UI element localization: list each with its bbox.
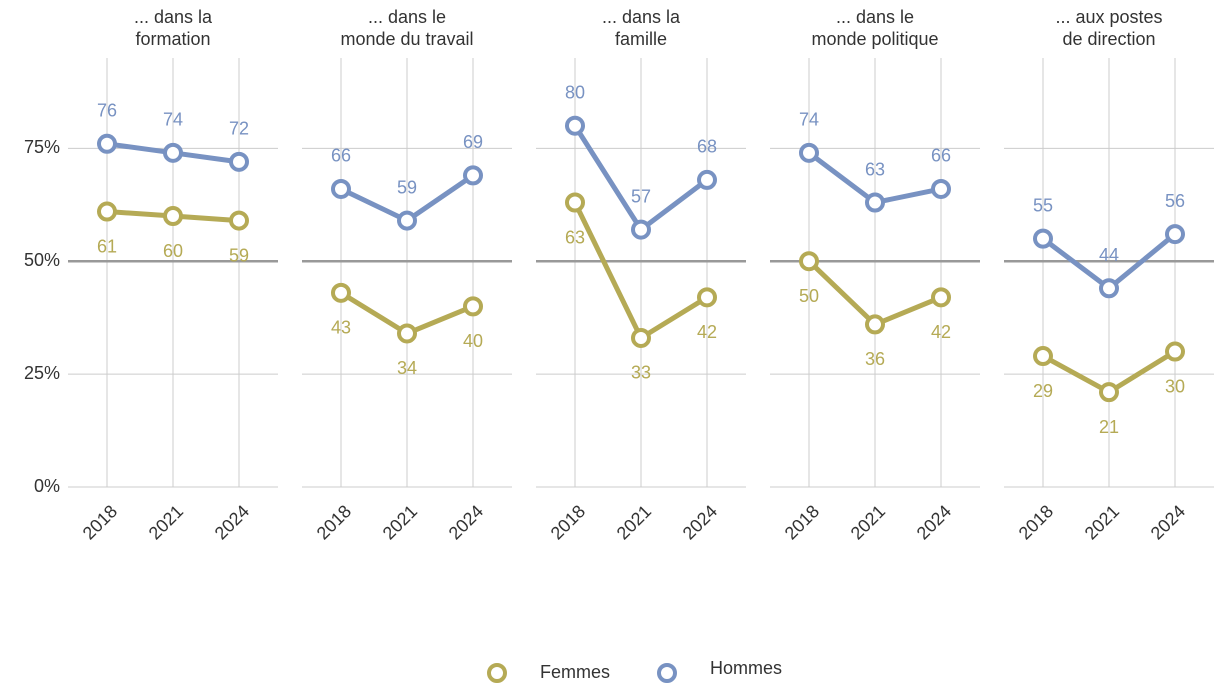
point [631, 219, 651, 240]
point [697, 169, 717, 190]
x-tick-label: 2024 [679, 501, 721, 543]
legend-marker [487, 663, 507, 683]
point [1033, 346, 1053, 367]
point [697, 287, 717, 308]
data-label: 74 [799, 110, 819, 130]
data-label: 33 [631, 363, 651, 383]
x-tick-label: 2021 [1081, 501, 1123, 543]
panel-title: ... dans la formation [134, 7, 213, 49]
point [97, 201, 117, 222]
point [1099, 278, 1119, 299]
data-label: 80 [565, 82, 585, 102]
data-label: 76 [97, 101, 117, 121]
point [565, 192, 585, 213]
data-label: 74 [163, 110, 183, 130]
title-line: ... dans le [368, 7, 446, 27]
point [397, 210, 417, 231]
x-tick-label: 2024 [913, 501, 955, 543]
title-line: monde politique [811, 29, 938, 49]
panel-title: ... dans le monde du travail [340, 7, 473, 49]
x-tick-label: 2018 [547, 501, 589, 543]
title-line: famille [615, 29, 667, 49]
x-tick-label: 2018 [781, 501, 823, 543]
x-tick-label: 2018 [79, 501, 121, 543]
point [163, 142, 183, 163]
data-label: 29 [1033, 381, 1053, 401]
title-line: ... dans la [602, 7, 681, 27]
point [163, 206, 183, 227]
data-label: 36 [865, 349, 885, 369]
title-line: ... dans la [134, 7, 213, 27]
x-tick-label: 2024 [445, 501, 487, 543]
panel-title: ... dans le monde politique [811, 7, 938, 49]
data-label: 42 [697, 322, 717, 342]
point [631, 327, 651, 348]
data-label: 21 [1099, 417, 1119, 437]
data-label: 66 [331, 146, 351, 166]
y-tick-label: 0% [34, 476, 60, 496]
point [229, 151, 249, 172]
data-label: 56 [1165, 191, 1185, 211]
point [865, 314, 885, 335]
data-label: 30 [1165, 376, 1185, 396]
point [331, 282, 351, 303]
point [565, 115, 585, 136]
data-label: 34 [397, 358, 417, 378]
data-label: 42 [931, 322, 951, 342]
title-line: ... aux postes [1055, 7, 1162, 27]
data-label: 43 [331, 318, 351, 338]
point [1165, 341, 1185, 362]
data-label: 40 [463, 331, 483, 351]
x-tick-label: 2018 [1015, 501, 1057, 543]
data-label: 44 [1099, 245, 1119, 265]
data-label: 60 [163, 241, 183, 261]
point [1165, 224, 1185, 245]
data-label: 63 [565, 227, 585, 247]
data-label: 68 [697, 137, 717, 157]
point [799, 142, 819, 163]
legend-label: Femmes [540, 662, 610, 682]
x-tick-label: 2021 [613, 501, 655, 543]
data-label: 61 [97, 236, 117, 256]
point [463, 296, 483, 317]
point [865, 192, 885, 213]
point [397, 323, 417, 344]
point [931, 178, 951, 199]
x-tick-label: 2021 [847, 501, 889, 543]
point [463, 165, 483, 186]
y-tick-label: 75% [24, 137, 60, 157]
legend-label: Hommes [710, 658, 782, 678]
x-tick-label: 2021 [379, 501, 421, 543]
y-tick-label: 25% [24, 363, 60, 383]
title-line: de direction [1062, 29, 1155, 49]
data-label: 57 [631, 186, 651, 206]
title-line: ... dans le [836, 7, 914, 27]
x-tick-label: 2024 [211, 501, 253, 543]
x-tick-label: 2018 [313, 501, 355, 543]
point [931, 287, 951, 308]
point [97, 133, 117, 154]
data-label: 72 [229, 119, 249, 139]
panel-title: ... aux postes de direction [1055, 7, 1162, 49]
point [229, 210, 249, 231]
x-tick-label: 2021 [145, 501, 187, 543]
y-tick-label: 50% [24, 250, 60, 270]
data-label: 59 [397, 177, 417, 197]
title-line: formation [135, 29, 210, 49]
data-label: 50 [799, 286, 819, 306]
x-tick-label: 2024 [1147, 501, 1189, 543]
panel-title: ... dans la famille [602, 7, 681, 49]
data-label: 69 [463, 132, 483, 152]
point [1099, 382, 1119, 403]
data-label: 59 [229, 245, 249, 265]
point [331, 178, 351, 199]
point [1033, 228, 1053, 249]
data-label: 66 [931, 146, 951, 166]
point [799, 251, 819, 272]
data-label: 63 [865, 159, 885, 179]
title-line: monde du travail [340, 29, 473, 49]
data-label: 55 [1033, 195, 1053, 215]
legend-marker [657, 663, 677, 683]
